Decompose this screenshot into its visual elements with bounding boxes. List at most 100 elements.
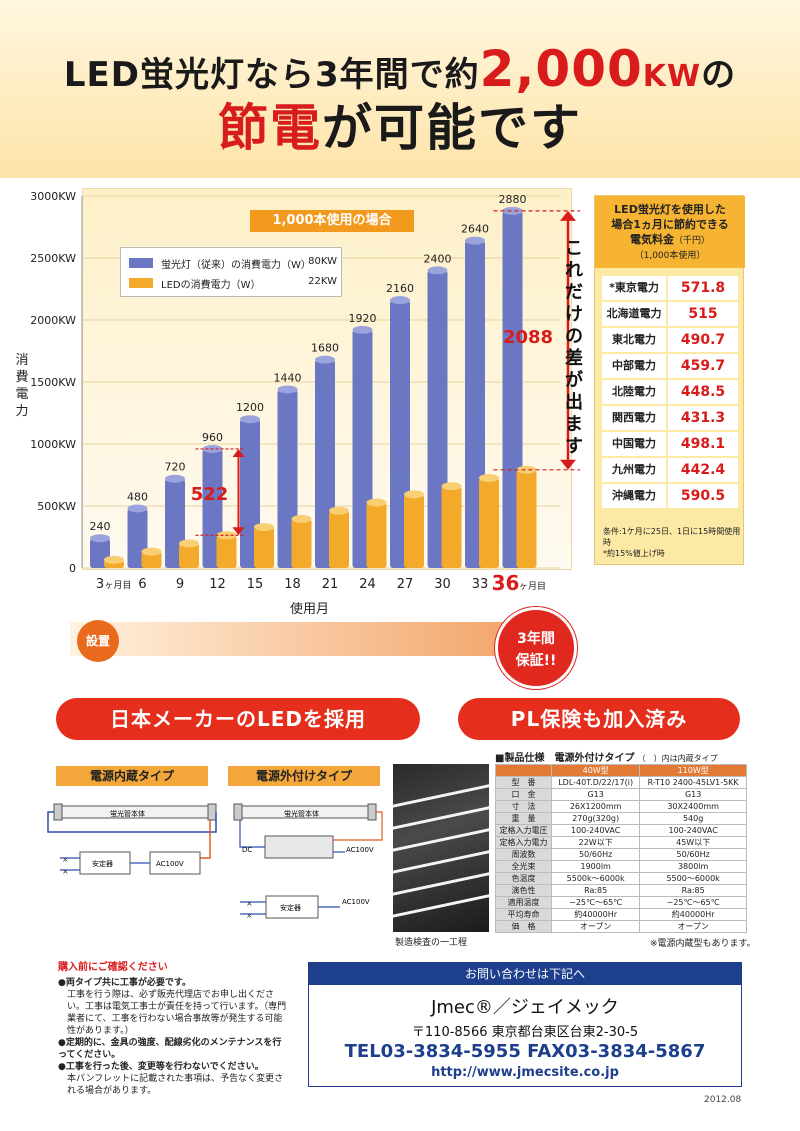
legend-item-fluorescent: 蛍光灯（従来）の消費電力（W） 80KW <box>129 256 337 271</box>
contact-header: お問い合わせは下記へ <box>309 963 741 985</box>
bar-led <box>516 469 537 568</box>
savings-head-unit: （千円） <box>673 236 710 246</box>
spec-key: 適用温度 <box>495 896 552 909</box>
bar-led <box>254 527 274 568</box>
legend-swatch-fluorescent <box>129 258 153 268</box>
spec-row: 定格入力電圧 100-240VAC 100-240VAC <box>495 824 747 837</box>
spec-value-110w: 約40000Hr <box>639 908 747 921</box>
bar-led-cap <box>141 547 162 556</box>
spec-value-110w: 540g <box>639 812 747 825</box>
spec-row: 周波数 50/60Hz 50/60Hz <box>495 848 747 861</box>
savings-row: 沖縄電力 590.5 <box>602 484 738 508</box>
x-tick-label: 24 <box>359 577 376 592</box>
spec-key: 平均寿命 <box>495 908 552 921</box>
bar-fluorescent-cap <box>315 355 335 364</box>
savings-head-line1: LED蛍光灯を使用した <box>614 203 726 216</box>
bar-fluorescent-cap <box>240 415 260 424</box>
utility-name: 北海道電力 <box>602 302 666 326</box>
svg-text:×: × <box>246 899 253 908</box>
spec-value-40w: G13 <box>550 788 641 801</box>
spec-key: 定格入力電力 <box>495 836 552 849</box>
spec-value-110w: G13 <box>639 788 747 801</box>
difference-vertical-text: これだけの差が出ます <box>565 238 583 457</box>
spec-row: 口 金 G13 G13 <box>495 788 747 801</box>
bar-value-label: 1200 <box>236 401 264 414</box>
diagram-body-label-2: 蛍光管本体 <box>284 809 319 818</box>
bar-led-cap <box>254 523 274 532</box>
spec-row: 寸 法 26X1200mm 30X2400mm <box>495 800 747 813</box>
notice-block: 購入前にご確認ください ●両タイプ共に工事が必要です。 工事を行う際は、必ず販売代… <box>58 962 288 1097</box>
bar-value-label: 480 <box>127 490 148 503</box>
bar-value-label: 2640 <box>461 223 489 236</box>
banner-pl-insurance: PL保険も加入済み <box>458 698 740 740</box>
spec-header-row: 40W型 110W型 <box>495 764 747 777</box>
y-tick-label: 1000KW <box>30 438 76 451</box>
x-tick-label: 3 <box>96 577 104 592</box>
bar-fluorescent-cap <box>277 385 298 394</box>
diagram-ballast-label-1: 安定器 <box>92 859 113 868</box>
bar-fluorescent-cap <box>427 266 448 275</box>
spec-key: 演色性 <box>495 884 552 897</box>
savings-value: 448.5 <box>668 380 738 404</box>
headline-line1: LED蛍光灯なら3年間で約2,000KWの <box>0 40 800 98</box>
bar-fluorescent-cap <box>127 504 148 513</box>
headline-emphasis: 節電 <box>218 99 322 157</box>
bar-led-cap <box>366 498 387 507</box>
spec-row: 価 格オープン オープン <box>495 920 747 933</box>
savings-value: 490.7 <box>668 328 738 352</box>
bar-led-cap <box>291 514 312 523</box>
x-tick-label: 36 <box>492 571 520 595</box>
savings-table: LED蛍光灯を使用した 場合1ヵ月に節約できる 電気料金（千円） （1,000本… <box>594 195 745 565</box>
spec-value-110w: 100-240VAC <box>639 824 747 837</box>
bar-value-label: 1680 <box>311 342 339 355</box>
utility-name: 中国電力 <box>602 432 666 456</box>
y-tick-label: 3000KW <box>30 190 76 203</box>
spec-row: 適用温度 −25℃～65℃ −25℃～65℃ <box>495 896 747 909</box>
spec-key: 価 格 <box>495 920 552 933</box>
bar-value-label: 2160 <box>386 282 414 295</box>
company-url[interactable]: http://www.jmecsite.co.jp <box>431 1065 619 1080</box>
bar-led-cap <box>104 555 124 564</box>
headline-amount: 2,000 <box>479 40 643 98</box>
svg-text:×: × <box>62 855 69 864</box>
spec-header-blank <box>495 764 552 777</box>
notice-title: 購入前にご確認ください <box>58 962 168 973</box>
spec-value-110w: R-T10 2400-45LV1-5KK <box>639 776 747 789</box>
company-address: 〒110-8566 東京都台東区台東2-30-5 <box>411 1025 639 1040</box>
spec-note: ※電源内蔵型もあります。 <box>650 939 756 949</box>
annotation-label: 2088 <box>503 327 553 348</box>
warranty-badge: 3年間 保証!! <box>495 607 577 689</box>
savings-note-1: 条件:1ケ月に25日、1日に15時間使用時 <box>603 527 741 547</box>
bar-value-label: 2880 <box>499 193 527 206</box>
savings-row: 中部電力 459.7 <box>602 354 738 378</box>
company-name: Jmec®／ジェイメック <box>431 997 619 1018</box>
spec-key: 寸 法 <box>495 800 552 813</box>
bar-led <box>441 486 462 568</box>
headline-rest: が可能です <box>322 99 582 157</box>
print-date: 2012.08 <box>704 1095 742 1105</box>
diagram-dc-label: DC <box>242 846 252 854</box>
headline-part-b: の <box>701 55 737 95</box>
bar-value-label: 240 <box>90 520 111 533</box>
spec-value-110w: 3800lm <box>639 860 747 873</box>
bar-led-cap <box>404 490 424 499</box>
bar-led <box>179 543 199 568</box>
bar-value-label: 1440 <box>274 371 302 384</box>
diagram-body-label-1: 蛍光管本体 <box>110 809 145 818</box>
savings-row: 北海道電力 515 <box>602 302 738 326</box>
chart-ylabel: 消費電力 <box>15 353 29 419</box>
notice-item-heading: ●工事を行った後、変更等を行わないでください。 <box>58 1062 264 1072</box>
annotation-arrow-head <box>560 210 576 221</box>
spec-row: 重 量 270g(320g) 540g <box>495 812 747 825</box>
spec-value-40w: 270g(320g) <box>550 812 641 825</box>
notice-item-heading: ●定期的に、金具の強度、配線劣化のメンテナンスを行ってください。 <box>58 1038 282 1060</box>
spec-key: 重 量 <box>495 812 552 825</box>
spec-value-110w: オープン <box>639 920 747 933</box>
warranty-line1: 3年間 <box>517 631 555 647</box>
x-tick-label: 15 <box>247 577 264 592</box>
spec-row: 全光束 1900lm 3800lm <box>495 860 747 873</box>
spec-value-110w: 5500～6000k <box>639 872 747 885</box>
savings-row: 東北電力 490.7 <box>602 328 738 352</box>
y-tick-label: 2500KW <box>30 252 76 265</box>
savings-value: 571.8 <box>668 276 738 300</box>
